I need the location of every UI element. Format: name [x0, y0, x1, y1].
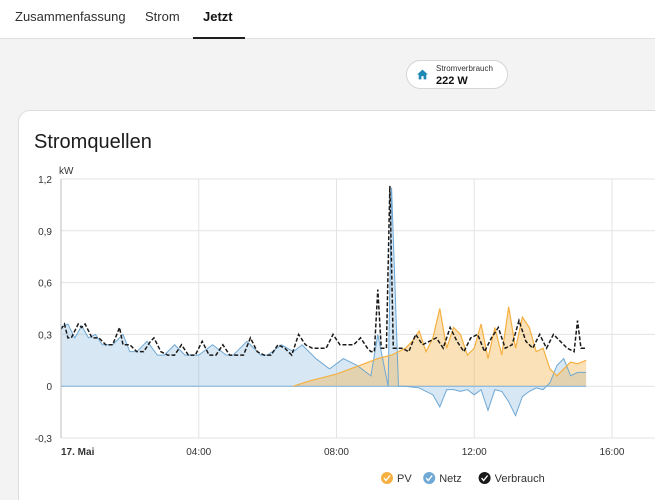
- tab-jetzt[interactable]: Jetzt: [193, 0, 245, 39]
- y-unit-label: kW: [59, 166, 74, 177]
- home-icon: [417, 69, 428, 80]
- legend-label-verbrauch: Verbrauch: [495, 473, 545, 485]
- legend-marker-pv: [381, 472, 393, 484]
- pv-area: [293, 306, 587, 387]
- chart-legend: PV Netz Verbrauch: [381, 472, 545, 485]
- legend-marker-netz: [423, 472, 436, 484]
- netz-area: [61, 187, 587, 416]
- chart-areas: [61, 187, 587, 416]
- card-title: Stromquellen: [34, 131, 152, 153]
- x-tick-label: 17. Mai: [61, 447, 95, 458]
- power-consumption-chip[interactable]: Stromverbrauch 222 W: [406, 60, 508, 89]
- verbrauch-line: [60, 185, 587, 357]
- chart-grid: [60, 178, 655, 439]
- y-tick-label: 0: [46, 382, 52, 393]
- x-tick-label: 12:00: [462, 447, 487, 458]
- legend-marker-verbrauch: [478, 472, 491, 484]
- chip-value: 222 W: [436, 75, 468, 87]
- x-tick-label: 04:00: [186, 447, 211, 458]
- chip-label: Stromverbrauch: [436, 64, 493, 73]
- x-tick-label: 08:00: [324, 447, 349, 458]
- chart-axes: -0,3 0 0,3 0,6 0,9 1,2 17. Mai 04:00 08:00 12:00 1…: [35, 166, 625, 458]
- y-tick-label: 1,2: [38, 175, 52, 186]
- y-tick-label: 0,3: [38, 330, 52, 341]
- legend-label-pv: PV: [397, 473, 412, 485]
- tab-zusammenfassung[interactable]: Zusammenfassung: [15, 9, 126, 24]
- y-tick-label: 0,6: [38, 279, 52, 290]
- tab-bar: Zusammenfassung Strom Jetzt: [0, 0, 655, 39]
- pv-line: [293, 306, 587, 387]
- legend-check-icon: [481, 475, 489, 482]
- y-tick-label: 0,9: [38, 227, 52, 238]
- y-tick-label: -0,3: [35, 434, 53, 445]
- legend-check-icon: [383, 475, 391, 482]
- chart-lines: [60, 185, 587, 417]
- tab-strom[interactable]: Strom: [145, 9, 180, 24]
- legend-label-netz: Netz: [439, 473, 462, 485]
- legend-check-icon: [425, 475, 433, 482]
- netz-line: [60, 187, 587, 417]
- x-tick-label: 16:00: [599, 447, 624, 458]
